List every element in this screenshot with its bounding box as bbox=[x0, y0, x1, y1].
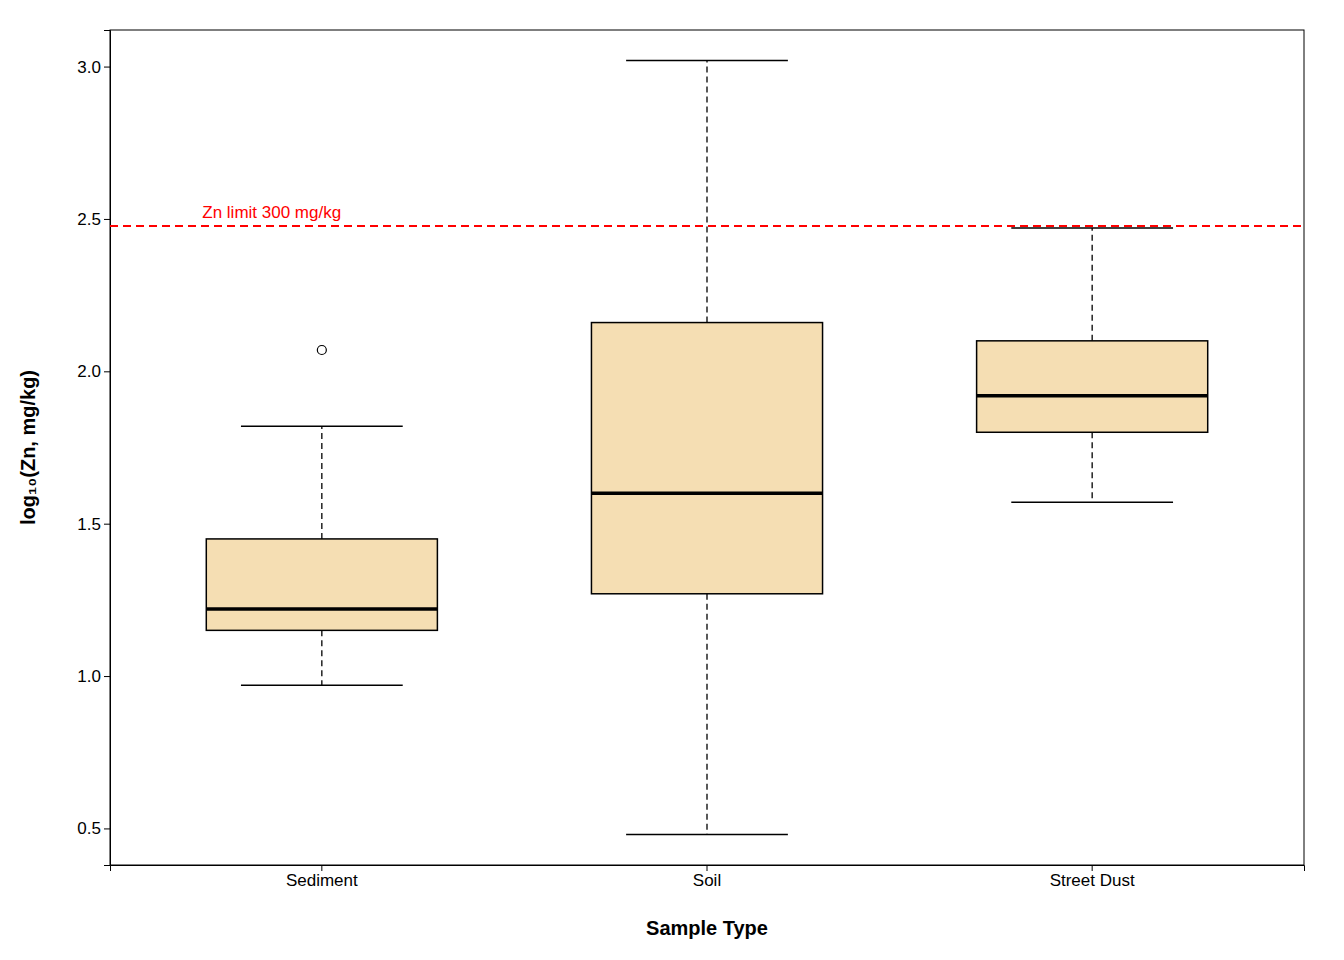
median bbox=[591, 491, 822, 495]
outlier bbox=[317, 345, 326, 354]
x-tick-label: Soil bbox=[693, 871, 721, 890]
y-tick-mark bbox=[104, 67, 110, 68]
x-axis: Sediment Soil Street Dust bbox=[111, 865, 1305, 890]
y-tick: 1.0 bbox=[77, 667, 110, 686]
y-axis: 0.5 1.0 1.5 2.0 2.5 3.0 bbox=[77, 31, 110, 866]
marks bbox=[110, 60, 1304, 834]
y-tick-label: 0.5 bbox=[77, 819, 101, 838]
whisker-cap-high bbox=[1011, 227, 1173, 229]
median bbox=[977, 394, 1208, 398]
y-tick-mark bbox=[104, 219, 110, 220]
y-tick-mark bbox=[104, 828, 110, 829]
y-tick-mark bbox=[104, 524, 110, 525]
y-tick-mark bbox=[104, 676, 110, 677]
median bbox=[206, 607, 437, 611]
whisker-low bbox=[706, 594, 707, 835]
y-tick-label: 2.0 bbox=[77, 362, 101, 381]
y-tick: 2.5 bbox=[77, 210, 110, 229]
y-tick-label: 1.5 bbox=[77, 515, 101, 534]
x-tick-label: Sediment bbox=[286, 871, 358, 890]
whisker-low bbox=[1092, 432, 1093, 502]
x-tick: Street Dust bbox=[1050, 865, 1135, 890]
whisker-high bbox=[321, 426, 322, 539]
chart: 0.5 1.0 1.5 2.0 2.5 3.0 Sediment Soil Street Dus… bbox=[0, 0, 1344, 960]
y-axis-title: log₁₀(Zn, mg/kg) bbox=[17, 370, 39, 525]
plot-frame bbox=[110, 30, 1304, 865]
x-tick: Sediment bbox=[286, 865, 358, 890]
x-tick: Soil bbox=[693, 865, 721, 890]
y-tick-label: 2.5 bbox=[77, 210, 101, 229]
y-tick: 0.5 bbox=[77, 819, 110, 838]
box bbox=[206, 345, 437, 685]
reference-line bbox=[110, 225, 1304, 227]
whisker-cap-low bbox=[1011, 502, 1173, 504]
whisker-high bbox=[1092, 228, 1093, 341]
box bbox=[591, 60, 822, 834]
box-body bbox=[591, 323, 822, 594]
whisker-high bbox=[706, 60, 707, 322]
box bbox=[977, 228, 1208, 502]
y-tick: 2.0 bbox=[77, 362, 110, 381]
y-tick: 3.0 bbox=[77, 58, 110, 77]
whisker-cap-high bbox=[626, 60, 788, 62]
y-tick: 1.5 bbox=[77, 515, 110, 534]
annotations: Zn limit 300 mg/kg bbox=[202, 203, 341, 222]
whisker-cap-low bbox=[626, 834, 788, 836]
y-tick-mark bbox=[104, 371, 110, 372]
plot: 0.5 1.0 1.5 2.0 2.5 3.0 Sediment Soil Street Dus… bbox=[77, 30, 1304, 890]
whisker-cap-low bbox=[241, 684, 403, 686]
whisker-low bbox=[321, 630, 322, 685]
y-tick-label: 1.0 bbox=[77, 667, 101, 686]
whisker-cap-high bbox=[241, 425, 403, 427]
box-body bbox=[977, 341, 1208, 432]
x-tick-label: Street Dust bbox=[1050, 871, 1135, 890]
box-body bbox=[206, 539, 437, 630]
y-tick-label: 3.0 bbox=[77, 58, 101, 77]
y-axis-line bbox=[104, 31, 111, 866]
x-axis-title: Sample Type bbox=[646, 917, 768, 939]
reference-label: Zn limit 300 mg/kg bbox=[202, 203, 341, 222]
